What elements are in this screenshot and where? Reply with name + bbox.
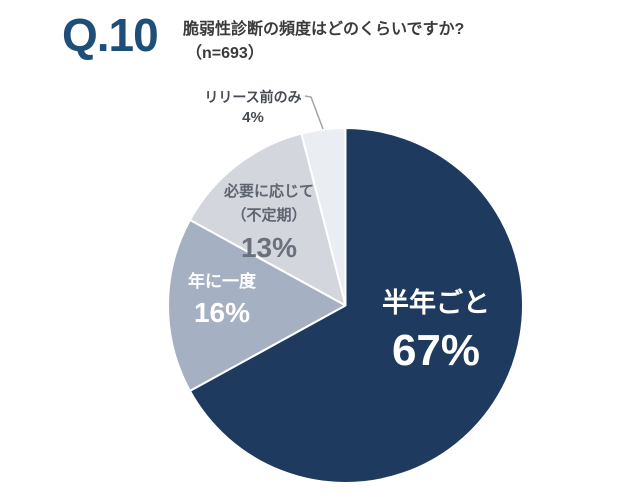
slice-label-half-year: 半年ごと 67%: [382, 288, 490, 375]
sample-size: （n=693）: [186, 44, 264, 62]
slice-label-once-a-year: 年に一度 16%: [188, 272, 256, 329]
slice-percentage: 4%: [242, 109, 264, 127]
pie-slice-once-a-year: [167, 218, 347, 393]
slice-label-pre-release: リリース前のみ 4%: [204, 88, 301, 128]
slice-name-line2: （不定期）: [231, 207, 307, 225]
slice-name: 半年ごと: [382, 288, 490, 318]
slice-percentage: 13%: [240, 231, 298, 263]
slice-name: リリース前のみ: [204, 89, 302, 105]
question-number: Q.10: [62, 9, 159, 61]
chart-title: 脆弱性診断の頻度はどのくらいですか?: [183, 21, 465, 38]
pie-slice-as-needed: [188, 132, 347, 307]
header-title-block: 脆弱性診断の頻度はどのくらいですか? （n=693）: [183, 19, 464, 64]
callout-line-pre-release: [304, 95, 324, 130]
slice-name-line1: 必要に応じて: [223, 183, 315, 200]
slice-percentage: 16%: [193, 297, 251, 329]
slice-label-as-needed: 必要に応じて （不定期） 13%: [224, 182, 314, 263]
pie-slice-half-year: [188, 127, 524, 484]
slice-name: 年に一度: [188, 272, 256, 291]
slice-percentage: 67%: [391, 326, 481, 376]
